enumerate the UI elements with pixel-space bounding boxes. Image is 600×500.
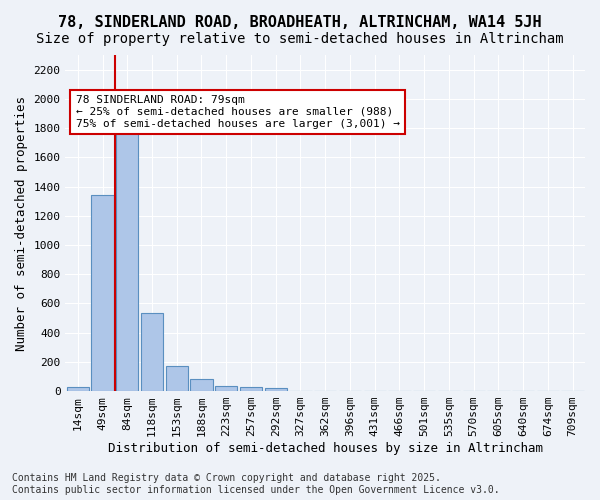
Bar — [265, 388, 287, 391]
Bar — [215, 386, 238, 391]
Text: Contains HM Land Registry data © Crown copyright and database right 2025.
Contai: Contains HM Land Registry data © Crown c… — [12, 474, 500, 495]
Bar — [240, 386, 262, 391]
Text: 78 SINDERLAND ROAD: 79sqm
← 25% of semi-detached houses are smaller (988)
75% of: 78 SINDERLAND ROAD: 79sqm ← 25% of semi-… — [76, 96, 400, 128]
Text: 78, SINDERLAND ROAD, BROADHEATH, ALTRINCHAM, WA14 5JH: 78, SINDERLAND ROAD, BROADHEATH, ALTRINC… — [58, 15, 542, 30]
Bar — [166, 366, 188, 391]
Bar — [190, 380, 212, 391]
Bar — [67, 386, 89, 391]
X-axis label: Distribution of semi-detached houses by size in Altrincham: Distribution of semi-detached houses by … — [108, 442, 543, 455]
Text: Size of property relative to semi-detached houses in Altrincham: Size of property relative to semi-detach… — [36, 32, 564, 46]
Bar — [116, 130, 139, 391]
Bar — [91, 194, 113, 391]
Bar — [141, 313, 163, 391]
Y-axis label: Number of semi-detached properties: Number of semi-detached properties — [15, 96, 28, 350]
